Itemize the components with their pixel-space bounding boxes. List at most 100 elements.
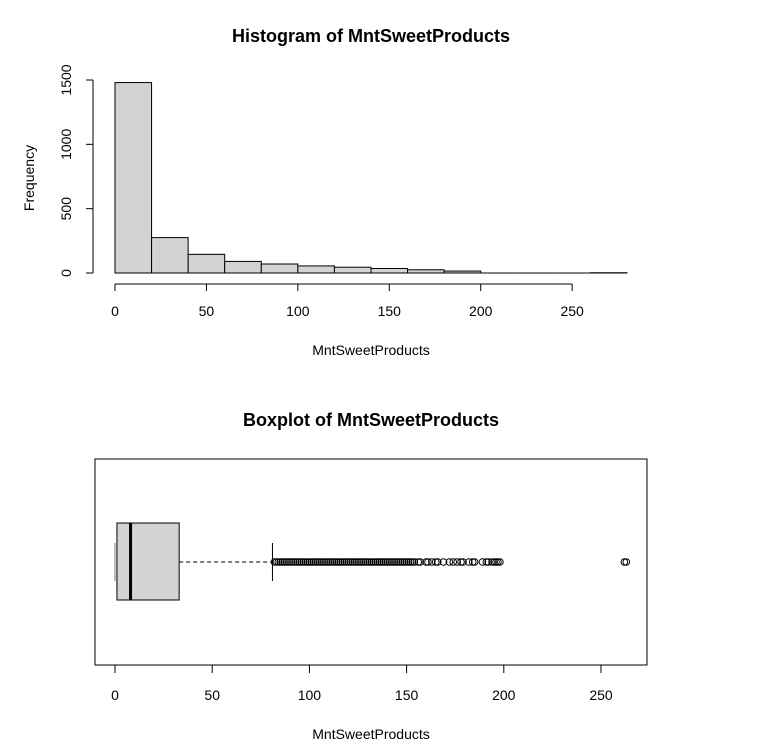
boxplot-outlier-point — [344, 558, 353, 566]
boxplot-x-tick-label: 100 — [298, 687, 322, 703]
boxplot-outlier-point — [478, 558, 487, 566]
boxplot-x-label: MntSweetProducts — [312, 726, 430, 742]
boxplot-x-tick-label: 250 — [589, 687, 613, 703]
boxplot-outlier-point — [459, 558, 467, 566]
boxplot-outlier-point — [406, 558, 415, 566]
boxplot-outlier-point — [402, 558, 411, 566]
boxplot-outlier-point — [404, 558, 413, 566]
boxplot-outlier-point — [336, 558, 345, 566]
boxplot-outlier-point — [367, 558, 376, 566]
boxplot-outlier-point — [422, 558, 430, 566]
boxplot-outlier-point — [379, 558, 388, 566]
boxplot-outlier-point — [395, 558, 403, 566]
histogram-x-tick-label: 0 — [111, 303, 119, 319]
boxplot-outlier-point — [299, 558, 308, 566]
boxplot-outlier-point — [303, 558, 312, 566]
boxplot-outlier-point — [488, 558, 496, 566]
boxplot-outlier-point — [323, 558, 331, 566]
histogram-bar — [370, 267, 409, 274]
boxplot-elements — [114, 522, 273, 601]
boxplot-outlier-point — [328, 558, 337, 566]
boxplot-outlier-point — [492, 558, 500, 566]
boxplot-outlier-point — [389, 558, 397, 566]
histogram-bar — [260, 263, 299, 274]
boxplot-outlier-point — [290, 558, 298, 566]
boxplot-outlier-point — [280, 558, 288, 566]
histogram-bar — [443, 270, 482, 274]
boxplot-outlier-point — [439, 558, 448, 566]
boxplot-outlier-point — [352, 558, 360, 566]
boxplot-outlier-point — [365, 558, 374, 566]
boxplot-box — [116, 522, 180, 601]
boxplot-outlier-point — [295, 558, 304, 566]
histogram-y-tick-label: 500 — [58, 197, 74, 221]
boxplot-outlier-point — [468, 558, 477, 566]
boxplot-outlier-point — [325, 558, 333, 566]
boxplot-outlier-point — [358, 558, 366, 566]
boxplot-outlier-point — [494, 558, 502, 566]
boxplot-outlier-point — [496, 558, 504, 566]
boxplot-outlier-point — [371, 558, 380, 566]
boxplot-outlier-point — [276, 558, 285, 566]
histogram-y-tick-label: 0 — [58, 269, 74, 277]
histogram-bar — [333, 266, 372, 274]
boxplot-outlier-point — [282, 558, 290, 566]
boxplot-outlier-point — [361, 558, 370, 566]
boxplot-outlier-point — [385, 558, 393, 566]
histogram-bar — [151, 237, 189, 274]
boxplot-outlier-point — [348, 558, 356, 566]
boxplot-outlier-point — [465, 558, 473, 566]
boxplot-outlier-point — [622, 558, 631, 566]
boxplot-x-tick-label: 50 — [204, 687, 220, 703]
histogram-y-tick-label: 1000 — [58, 129, 74, 160]
boxplot-outlier-point — [272, 558, 281, 566]
histogram-bar — [187, 253, 226, 274]
histogram-panel: Histogram of MntSweetProducts 0 50 100 150 2… — [21, 26, 628, 358]
boxplot-outlier-point — [356, 558, 364, 566]
histogram-x-label: MntSweetProducts — [312, 342, 430, 358]
boxplot-outlier-point — [620, 558, 629, 566]
boxplot-outlier-point — [482, 558, 491, 566]
boxplot-outlier-point — [408, 558, 417, 566]
boxplot-outlier-point — [340, 558, 349, 566]
boxplot-outlier-point — [431, 558, 440, 566]
boxplot-outlier-point — [445, 558, 454, 566]
histogram-x-tick-label: 200 — [469, 303, 493, 319]
boxplot-outlier-point — [293, 558, 302, 566]
boxplot-outlier-point — [334, 558, 343, 566]
histogram-bar — [224, 260, 262, 274]
histogram-bar — [407, 269, 445, 274]
boxplot-outlier-point — [332, 558, 341, 566]
boxplot-x-tick-label: 150 — [395, 687, 419, 703]
boxplot-outlier-point — [377, 558, 386, 566]
boxplot-outlier-point — [410, 558, 419, 566]
boxplot-outlier-point — [321, 558, 329, 566]
boxplot-outlier-point — [315, 558, 323, 566]
boxplot-outlier-point — [369, 558, 378, 566]
boxplot-outlier-point — [297, 558, 306, 566]
boxplot-outlier-point — [305, 558, 314, 566]
boxplot-outlier-point — [414, 558, 423, 566]
boxplot-x-tick-label: 200 — [492, 687, 516, 703]
boxplot-outlier-point — [317, 558, 325, 566]
boxplot-outlier-point — [360, 558, 368, 566]
boxplot-outlier-point — [278, 558, 286, 566]
histogram-bar — [297, 265, 335, 274]
boxplot-outlier-point — [400, 558, 409, 566]
boxplot-outliers — [270, 558, 631, 566]
boxplot-outlier-point — [350, 558, 358, 566]
boxplot-outlier-point — [291, 558, 300, 566]
boxplot-outlier-point — [307, 558, 316, 566]
boxplot-outlier-point — [326, 558, 335, 566]
boxplot-outlier-point — [309, 558, 318, 566]
boxplot-outlier-point — [398, 558, 407, 566]
boxplot-outlier-point — [346, 558, 355, 566]
boxplot-outlier-point — [313, 558, 321, 566]
boxplot-panel: Boxplot of MntSweetProducts 0 50 100 150 200… — [94, 410, 648, 742]
boxplot-outlier-point — [484, 558, 493, 566]
boxplot-outlier-point — [288, 558, 296, 566]
boxplot-outlier-point — [387, 558, 395, 566]
boxplot-outlier-point — [338, 558, 347, 566]
boxplot-x-axis: 0 50 100 150 200 250 — [111, 664, 613, 703]
